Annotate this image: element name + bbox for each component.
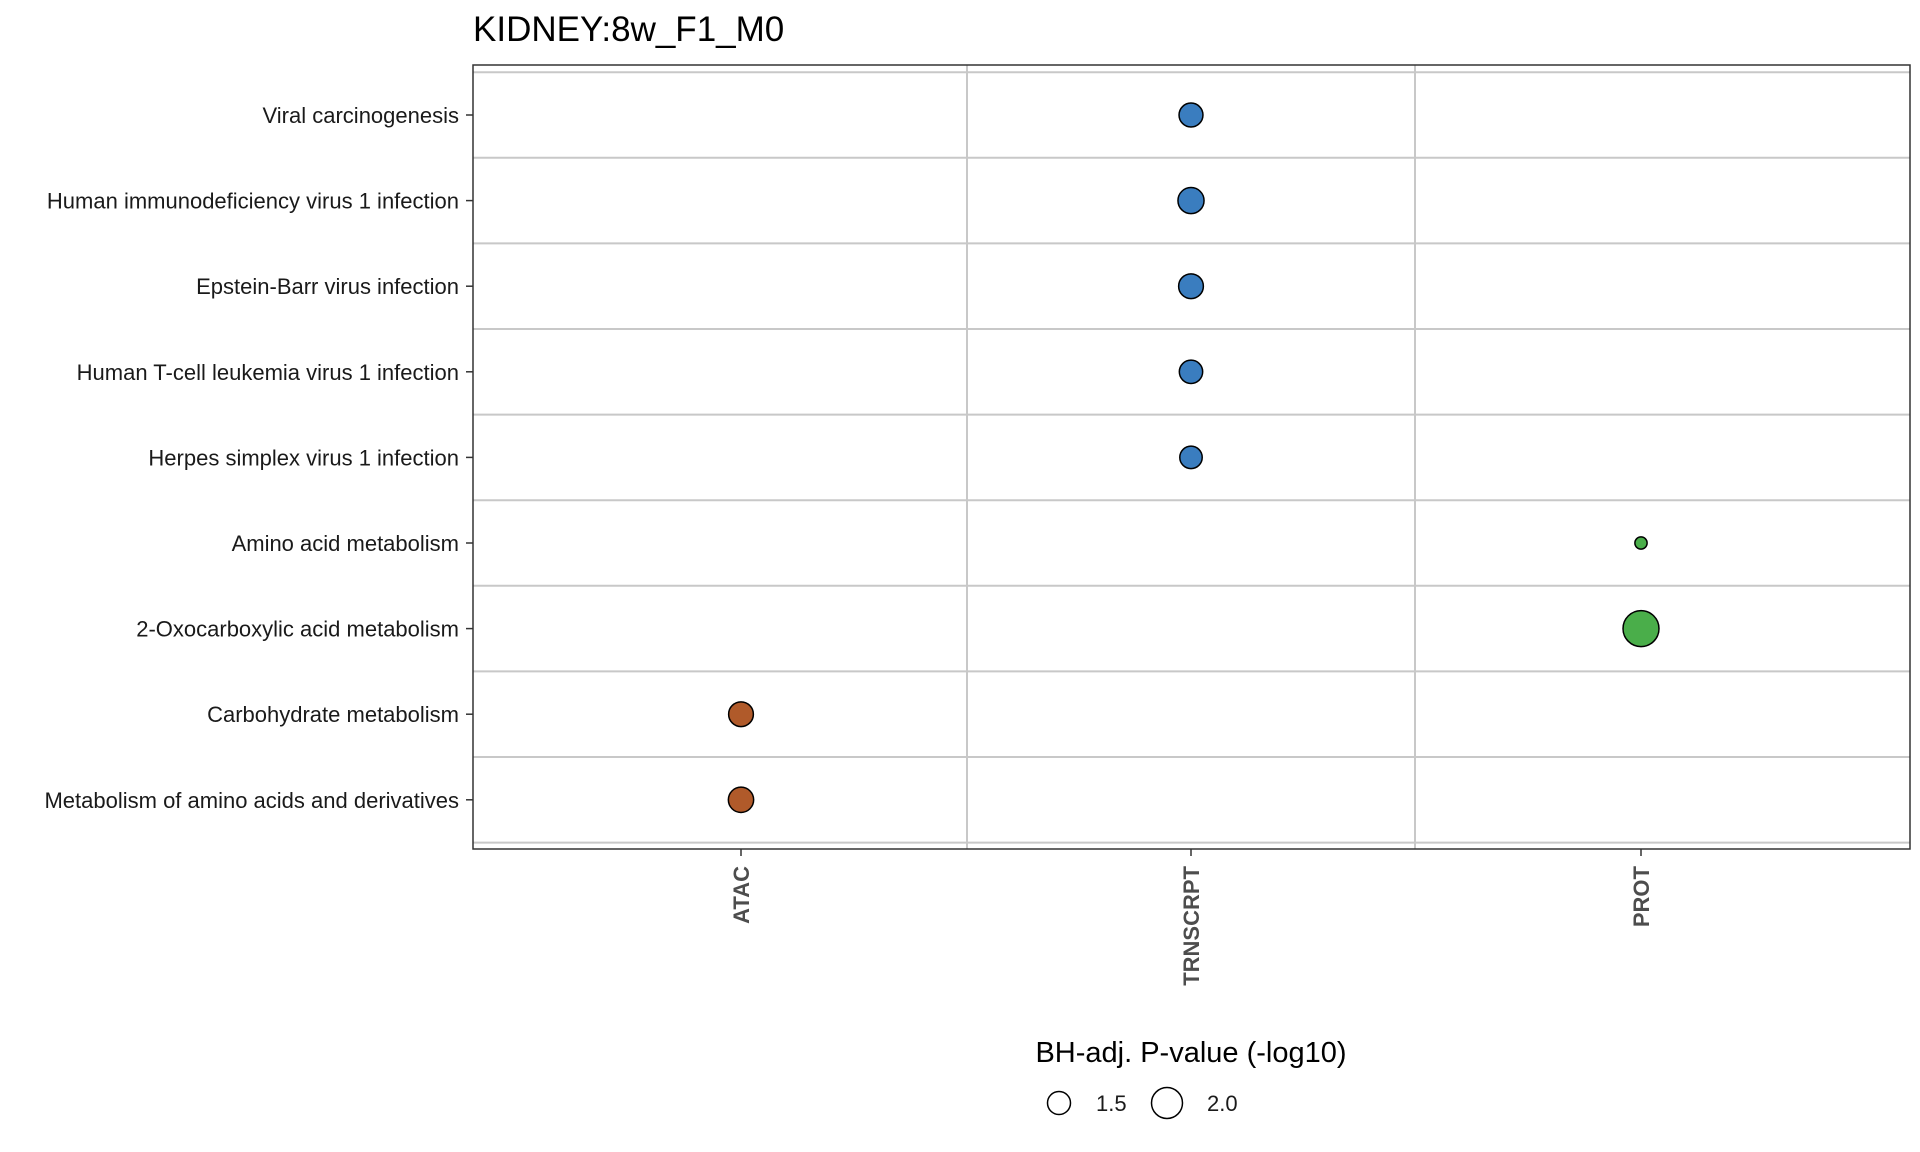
y-tick-label: Amino acid metabolism — [232, 531, 459, 556]
chart-title: KIDNEY:8w_F1_M0 — [473, 10, 784, 49]
data-points — [727, 102, 1660, 814]
y-tick-label: Herpes simplex virus 1 infection — [148, 445, 459, 470]
data-point — [1634, 536, 1648, 550]
y-axis: Viral carcinogenesis Human immunodeficien… — [44, 103, 473, 813]
x-axis: ATAC TRNSCRPT PROT — [729, 849, 1654, 986]
x-tick-label: TRNSCRPT — [1179, 865, 1204, 985]
data-point — [727, 786, 755, 814]
data-point — [1177, 273, 1205, 300]
data-point — [1179, 445, 1203, 470]
y-tick-label: Viral carcinogenesis — [263, 103, 459, 128]
y-tick-label: Metabolism of amino acids and derivative… — [44, 788, 459, 813]
grid-lines — [473, 65, 1910, 849]
y-tick-label: Epstein-Barr virus infection — [196, 274, 459, 299]
legend-key — [1150, 1086, 1184, 1120]
legend-label: 2.0 — [1207, 1091, 1238, 1116]
legend-key — [1046, 1090, 1072, 1116]
data-point — [1178, 359, 1204, 385]
y-tick-label: 2-Oxocarboxylic acid metabolism — [136, 617, 459, 642]
legend: BH-adj. P-value (-log10) 1.5 2.0 — [1035, 1037, 1347, 1120]
y-tick-label: Carbohydrate metabolism — [207, 702, 459, 727]
legend-label: 1.5 — [1096, 1091, 1127, 1116]
legend-title: BH-adj. P-value (-log10) — [1035, 1037, 1346, 1069]
y-tick-label: Human immunodeficiency virus 1 infection — [47, 189, 459, 214]
data-point — [727, 701, 755, 728]
data-point — [1178, 102, 1204, 128]
y-tick-label: Human T-cell leukemia virus 1 infection — [77, 360, 459, 385]
data-point — [1622, 609, 1660, 648]
x-tick-label: ATAC — [729, 866, 754, 924]
x-tick-label: PROT — [1629, 865, 1654, 927]
data-point — [1177, 186, 1205, 215]
